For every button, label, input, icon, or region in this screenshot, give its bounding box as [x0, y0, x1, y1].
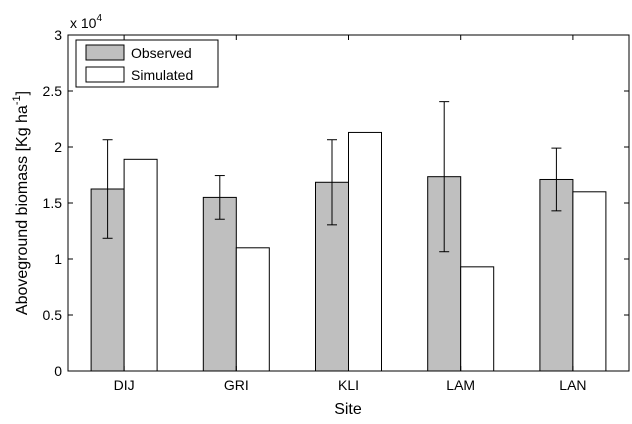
x-tick-label: LAM — [446, 377, 475, 393]
bar-simulated-lan — [572, 191, 607, 372]
x-tick-label: KLI — [338, 377, 359, 393]
bar-observed-lan — [539, 178, 574, 372]
y-tick-label: 2 — [54, 139, 62, 155]
legend-swatch-simulated — [85, 66, 125, 83]
legend-label-simulated: Simulated — [131, 67, 193, 83]
bar-observed-gri — [202, 196, 237, 372]
legend-swatch-observed — [85, 44, 125, 61]
x-axis-ticks: DIJ GRI KLI LAM LAN — [114, 35, 587, 393]
y-multiplier: x 104 — [70, 13, 102, 31]
y-axis-title: Aboveground biomass [Kg ha-1] — [11, 91, 31, 315]
legend-label-observed: Observed — [131, 45, 192, 61]
y-tick-label: 2.5 — [43, 83, 63, 99]
x-tick-label: DIJ — [114, 377, 135, 393]
x-axis-title: Site — [334, 401, 362, 418]
bar-simulated-dij — [123, 158, 158, 372]
x-tick-label: GRI — [224, 377, 249, 393]
y-tick-label: 1 — [54, 251, 62, 267]
plot-area — [90, 101, 607, 372]
x-tick-label: LAN — [559, 377, 586, 393]
y-tick-label: 1.5 — [43, 195, 63, 211]
bar-simulated-kli — [348, 131, 382, 372]
y-axis-ticks: 0 0.5 1 1.5 2 2.5 3 — [43, 27, 629, 379]
y-tick-label: 0 — [54, 363, 62, 379]
bar-simulated-gri — [235, 247, 270, 372]
bar-simulated-lam — [460, 266, 495, 372]
y-tick-label: 0.5 — [43, 307, 63, 323]
legend: Observed Simulated — [75, 39, 219, 88]
y-tick-label: 3 — [54, 27, 62, 43]
